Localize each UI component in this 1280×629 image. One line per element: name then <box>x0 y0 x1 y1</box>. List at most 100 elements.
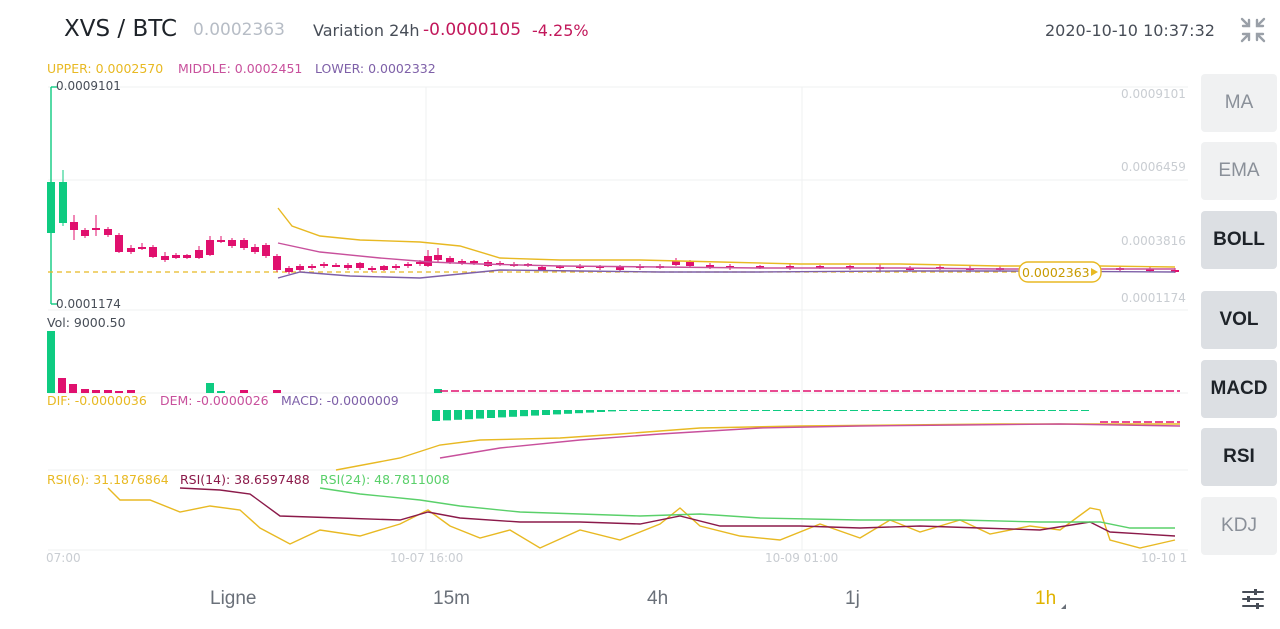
rsi14-line <box>179 487 1176 537</box>
macd-histogram-bar <box>1015 410 1023 411</box>
candle-body <box>320 264 328 266</box>
timeframe-tab-1h[interactable]: 1h <box>1035 588 1057 609</box>
volume-bar <box>273 390 281 393</box>
time-axis-label: 10-10 1 <box>1141 551 1188 565</box>
macd-histogram-bar <box>751 410 759 411</box>
macd-histogram-bar <box>509 410 517 417</box>
macd-histogram-bar <box>652 410 660 411</box>
volume-bar <box>434 389 442 393</box>
timeframe-tab-15m[interactable]: 15m <box>433 588 470 609</box>
macd-histogram-bar <box>784 410 792 411</box>
rsi6-line <box>107 487 1176 549</box>
macd-histogram-bar <box>696 410 704 411</box>
macd-histogram-bar <box>1026 410 1034 411</box>
collapse-icon[interactable] <box>1240 17 1266 43</box>
candle-body <box>240 240 248 248</box>
timeframe-tab-1d[interactable]: 1j <box>845 588 860 609</box>
candle-body <box>576 266 584 268</box>
macd-histogram-bar <box>619 410 627 411</box>
macd-histogram-bar <box>1081 410 1089 411</box>
rsi6-label: RSI(6): 31.1876864 <box>47 472 169 487</box>
macd-histogram-bar <box>839 410 847 411</box>
candle-body <box>296 266 304 270</box>
candle-body <box>458 261 466 263</box>
macd-histogram-bar <box>773 410 781 411</box>
indicator-rsi-button[interactable]: RSI <box>1201 428 1277 486</box>
timeframe-tab-4h[interactable]: 4h <box>647 588 669 609</box>
candle-body <box>104 229 112 235</box>
macd-dif-line <box>335 423 1180 471</box>
candle-body <box>149 247 157 257</box>
candle-body <box>273 256 281 270</box>
macd-histogram-bar <box>718 410 726 411</box>
candle-body <box>706 265 714 268</box>
macd-histogram-bar <box>1070 410 1078 411</box>
macd-histogram-bar <box>542 410 550 415</box>
macd-histogram-bar <box>443 410 451 421</box>
macd-histogram-bar <box>630 410 638 411</box>
current-price-tag-label: 0.0002363 <box>1022 265 1090 280</box>
macd-histogram-bar <box>861 410 869 411</box>
candle-body <box>344 265 352 268</box>
macd-histogram-bar <box>729 410 737 411</box>
candle-body <box>332 265 340 267</box>
candle-body <box>446 258 454 262</box>
candle-body <box>380 266 388 270</box>
candle-body <box>251 247 259 252</box>
variation-percent: -4.25% <box>532 21 589 40</box>
macd-histogram-bar <box>564 410 572 414</box>
timeframe-tab-line[interactable]: Ligne <box>210 588 257 609</box>
boll-middle-line <box>277 242 1175 270</box>
macd-value-label: MACD: -0.0000009 <box>281 393 399 408</box>
macd-histogram-bar <box>432 410 440 421</box>
candle-body <box>47 182 55 233</box>
macd-histogram-bar <box>487 410 495 418</box>
macd-dem-line <box>439 423 1181 459</box>
indicator-boll-button[interactable]: BOLL <box>1201 211 1277 269</box>
candle-body <box>404 264 412 266</box>
macd-histogram-bar <box>465 410 473 420</box>
macd-histogram-bar <box>872 410 880 411</box>
volume-bar <box>217 391 225 393</box>
dropdown-corner-icon <box>1061 604 1066 609</box>
candle-body <box>81 230 89 236</box>
candle-body <box>228 240 236 246</box>
candle-body <box>434 255 442 260</box>
macd-histogram-bar <box>916 410 924 411</box>
macd-histogram-bar <box>762 410 770 411</box>
macd-histogram-bar <box>586 410 594 413</box>
macd-histogram-bar <box>883 410 891 411</box>
variation-value: -0.0000105 <box>423 20 522 40</box>
candle-body <box>756 266 764 268</box>
datetime: 2020-10-10 10:37:32 <box>1045 21 1215 40</box>
indicator-ma-button[interactable]: MA <box>1201 74 1277 132</box>
indicator-ema-button[interactable]: EMA <box>1201 142 1277 200</box>
candle-body <box>195 250 203 258</box>
volume-bar <box>92 390 100 393</box>
rsi14-label: RSI(14): 38.6597488 <box>180 472 310 487</box>
candle-body <box>538 267 546 270</box>
candlestick-chart[interactable] <box>0 0 1195 580</box>
macd-histogram-bar <box>740 410 748 411</box>
candle-body <box>172 255 180 258</box>
indicator-kdj-button[interactable]: KDJ <box>1201 497 1277 555</box>
rsi24-label: RSI(24): 48.7811008 <box>320 472 450 487</box>
volume-bar <box>127 390 135 393</box>
macd-histogram-bar <box>905 410 913 411</box>
macd-histogram-bar <box>454 410 462 420</box>
rsi24-line <box>319 487 1175 529</box>
indicator-vol-button[interactable]: VOL <box>1201 291 1277 349</box>
macd-histogram-bar <box>476 410 484 419</box>
macd-histogram-bar <box>938 410 946 411</box>
candle-body <box>786 266 794 268</box>
macd-histogram-bar <box>971 410 979 411</box>
settings-sliders-icon[interactable] <box>1241 587 1265 611</box>
indicator-macd-button[interactable]: MACD <box>1201 360 1277 418</box>
macd-histogram-bar <box>795 410 803 411</box>
price-axis-label: 0.0003816 <box>1121 234 1186 248</box>
macd-histogram-bar <box>553 410 561 415</box>
macd-histogram-bar <box>850 410 858 411</box>
candle-body <box>308 266 316 268</box>
price-min-label: 0.0001174 <box>56 297 121 311</box>
volume-bar <box>240 390 248 393</box>
